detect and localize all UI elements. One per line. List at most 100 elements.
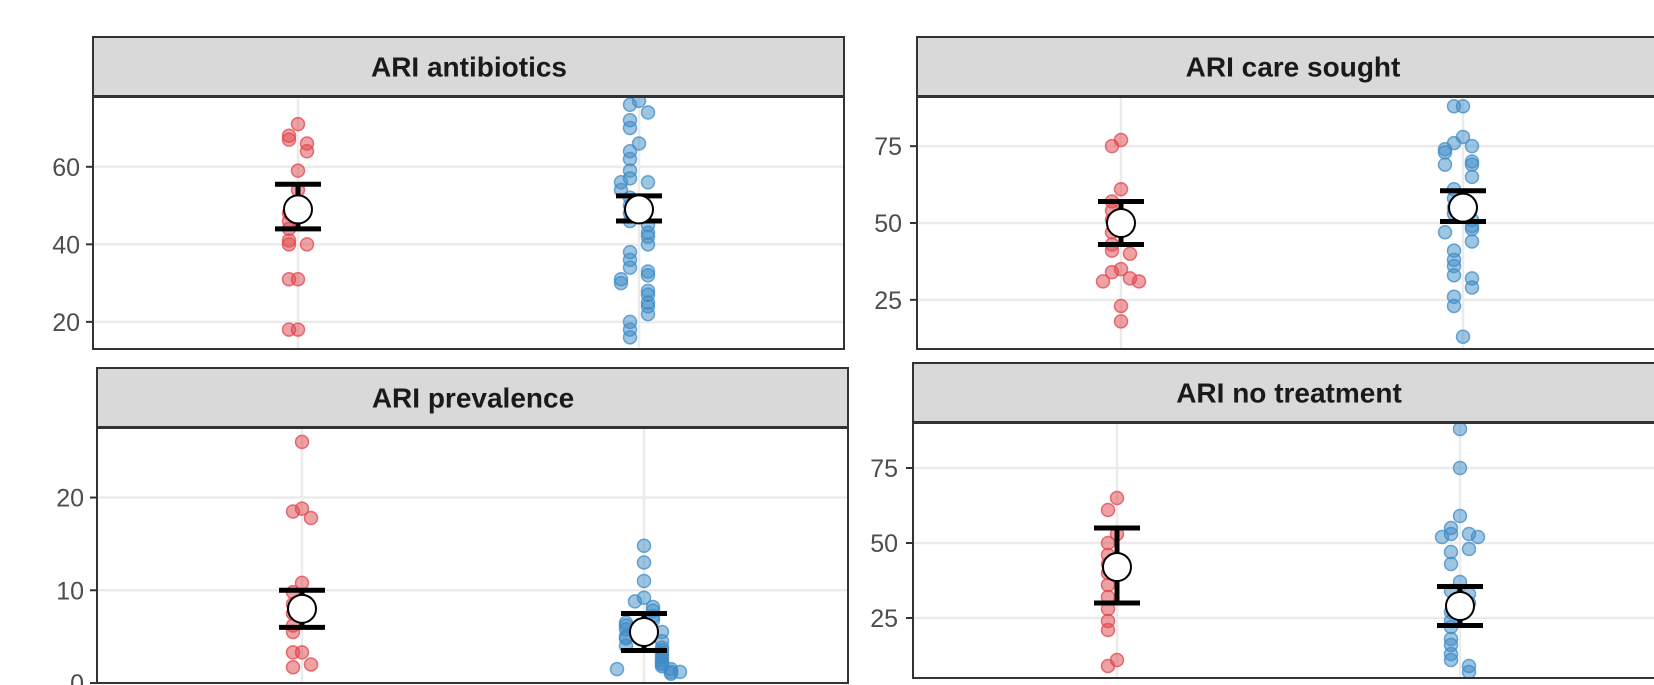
data-point: [1113, 298, 1129, 314]
plot-area: [913, 423, 1654, 678]
data-point: [281, 132, 297, 147]
data-point: [294, 434, 310, 450]
data-point: [1452, 460, 1468, 476]
facet-strip: [92, 36, 845, 97]
panel-border: [92, 96, 845, 350]
data-point: [1446, 298, 1462, 314]
data-point: [1452, 508, 1468, 524]
data-point: [1095, 274, 1111, 289]
data-point: [640, 306, 656, 322]
data-point: [609, 661, 625, 677]
data-point: [1100, 535, 1116, 551]
data-point: [1464, 234, 1480, 249]
y-tick-label: 0: [70, 670, 84, 685]
y-tick-label: 75: [870, 455, 898, 483]
data-point: [1113, 314, 1129, 329]
data-point: [1464, 221, 1480, 237]
data-point: [1100, 658, 1116, 674]
facet-title: ARI prevalence: [372, 383, 574, 414]
data-point: [622, 260, 638, 275]
data-point: [636, 555, 652, 570]
data-point: [1464, 169, 1480, 185]
data-point: [1437, 157, 1453, 172]
data-point: [622, 330, 638, 345]
data-point: [1100, 502, 1116, 518]
y-tick-label: 10: [56, 577, 84, 605]
data-point: [303, 510, 319, 526]
data-point: [1464, 138, 1480, 154]
y-tick-label: 75: [874, 133, 902, 161]
data-point: [636, 573, 652, 589]
y-tick-label: 20: [52, 309, 80, 337]
y-tick-label: 25: [874, 287, 902, 315]
facet-title: ARI antibiotics: [371, 52, 567, 83]
plot-background: [97, 428, 848, 683]
data-point: [1443, 544, 1459, 560]
plot-background: [913, 423, 1654, 678]
facet-panel: ARI antibiotics 20 40 60: [52, 36, 845, 350]
data-point: [1452, 423, 1468, 437]
data-point: [285, 504, 301, 519]
facet-strip: [96, 367, 849, 428]
facet-panel: ARI no treatment 25 50 75: [870, 362, 1654, 679]
data-point: [1437, 224, 1453, 240]
data-point: [640, 105, 656, 120]
plot-background: [93, 97, 844, 349]
data-point: [640, 175, 656, 190]
mean-marker: [1448, 192, 1478, 223]
data-point: [303, 657, 319, 672]
data-point: [1100, 622, 1116, 638]
data-point: [1443, 652, 1459, 668]
data-point: [299, 237, 315, 252]
data-point: [1446, 98, 1462, 114]
data-point: [290, 163, 306, 178]
data-point: [627, 594, 643, 609]
data-point: [1443, 556, 1459, 572]
data-point: [281, 237, 297, 252]
mean-marker: [287, 593, 317, 624]
y-tick-label: 25: [870, 605, 898, 633]
panel-border: [912, 422, 1654, 679]
facet-panel: ARI prevalence 0 10 20: [56, 367, 849, 685]
data-point: [1131, 274, 1147, 289]
facet-title: ARI no treatment: [1176, 378, 1402, 409]
data-point: [1446, 267, 1462, 283]
mean-marker: [1102, 552, 1132, 582]
data-point: [640, 237, 656, 252]
data-point: [622, 97, 638, 113]
panel-border: [916, 96, 1654, 350]
mean-marker: [629, 617, 659, 647]
data-point: [1104, 138, 1120, 154]
plot-area: [917, 97, 1654, 349]
y-tick-label: 20: [56, 485, 84, 513]
data-point: [1434, 529, 1450, 545]
mean-marker: [624, 194, 654, 225]
data-point: [1464, 157, 1480, 172]
data-point: [1461, 664, 1477, 678]
data-point: [1470, 529, 1486, 545]
data-point: [285, 659, 301, 675]
y-tick-label: 50: [870, 530, 898, 558]
facet-panels: ARI antibiotics 20 40 60 ARI care sought 25 50…: [52, 36, 1654, 685]
data-point: [1109, 490, 1125, 506]
facet-strip: [916, 36, 1654, 97]
mean-marker: [1106, 208, 1136, 238]
data-point: [622, 120, 638, 136]
mean-marker: [283, 194, 313, 225]
facet-title: ARI care sought: [1186, 52, 1401, 83]
data-point: [281, 271, 297, 287]
data-point: [299, 144, 315, 159]
data-point: [1464, 280, 1480, 295]
panel-border: [96, 427, 849, 684]
data-point: [613, 275, 629, 291]
y-tick-label: 50: [874, 210, 902, 238]
data-point: [1113, 181, 1129, 197]
data-point: [640, 268, 656, 283]
y-tick-label: 60: [52, 154, 80, 182]
mean-marker: [1445, 591, 1475, 621]
y-tick-label: 40: [52, 231, 80, 259]
plot-area: [93, 97, 844, 349]
data-point: [1455, 329, 1471, 344]
data-point: [631, 136, 647, 151]
